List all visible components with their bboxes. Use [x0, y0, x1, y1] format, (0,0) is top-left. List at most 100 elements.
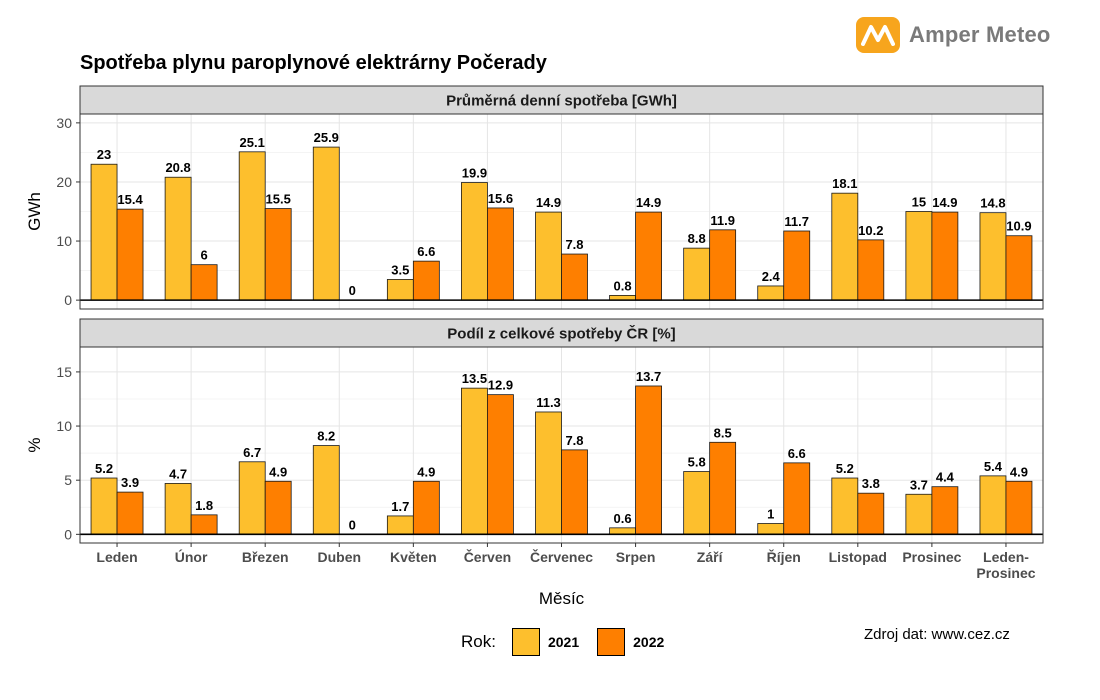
- bar: [487, 207, 514, 301]
- legend-key-2021: [511, 628, 540, 656]
- bar: [683, 471, 711, 535]
- data-label: 4.4: [936, 470, 955, 485]
- bar: [461, 387, 488, 535]
- panel-title: Průměrná denní spotřeba [GWh]: [446, 93, 677, 110]
- data-label: 11.9: [710, 213, 735, 228]
- bar: [561, 449, 588, 535]
- panel-border: [79, 113, 1044, 310]
- bar: [757, 523, 785, 535]
- data-label: 15.5: [266, 192, 291, 207]
- y-tick-label: 10: [56, 233, 72, 249]
- bar: [635, 385, 662, 535]
- y-tick-label: 30: [56, 115, 72, 131]
- bar: [116, 208, 144, 301]
- source-note: Zdroj dat: www.cez.cz: [864, 626, 1010, 643]
- data-label: 14.8: [980, 196, 1005, 211]
- panel-strip: [79, 318, 1044, 348]
- bar: [312, 445, 340, 535]
- legend-title: Rok:: [461, 632, 496, 651]
- panel-title: Podíl z celkové spotřeby ČR [%]: [447, 325, 675, 343]
- data-label: 0: [349, 283, 356, 298]
- x-tick-label: Duben: [317, 549, 361, 565]
- x-tick-label: Červenec: [530, 548, 593, 565]
- data-label: 6.6: [417, 244, 435, 259]
- data-label: 10.2: [858, 223, 883, 238]
- data-label: 10.9: [1006, 219, 1031, 234]
- bar: [979, 475, 1007, 535]
- panel-strip: [79, 85, 1044, 115]
- data-label: 15.6: [488, 191, 513, 206]
- data-label: 1: [767, 507, 774, 522]
- bar: [831, 192, 859, 301]
- data-label: 25.1: [240, 135, 265, 150]
- bar: [709, 441, 737, 535]
- y-tick-label: 20: [56, 174, 72, 190]
- brand-logo: Amper Meteo: [856, 17, 1051, 53]
- y-tick-label: 10: [56, 418, 72, 434]
- legend: Rok: 2021 2022: [461, 628, 682, 656]
- data-label: 5.8: [688, 455, 706, 470]
- data-label: 14.9: [932, 195, 957, 210]
- data-label: 15.4: [117, 192, 143, 207]
- data-label: 2.4: [762, 269, 781, 284]
- y-axis-label: %: [25, 437, 44, 452]
- data-label: 19.9: [462, 166, 487, 181]
- data-label: 25.9: [314, 130, 339, 145]
- bar: [931, 211, 959, 301]
- data-label: 5.4: [984, 459, 1003, 474]
- bar: [931, 486, 959, 535]
- bar: [561, 253, 588, 301]
- bar: [164, 176, 192, 301]
- bar: [164, 483, 192, 535]
- bar: [683, 247, 711, 301]
- bar: [190, 264, 218, 301]
- bar: [461, 182, 488, 301]
- bar: [386, 279, 414, 301]
- data-label: 1.7: [391, 499, 409, 514]
- x-tick-label: Březen: [242, 549, 289, 565]
- bar: [857, 239, 885, 301]
- data-label: 13.5: [462, 371, 487, 386]
- x-tick-label: Srpen: [616, 549, 656, 565]
- data-label: 6: [200, 248, 207, 263]
- bar: [1005, 480, 1033, 535]
- x-tick-label: Leden: [96, 549, 137, 565]
- bar: [264, 208, 292, 301]
- x-tick-label: Říjen: [767, 548, 801, 565]
- bar: [857, 492, 885, 535]
- data-label: 6.6: [788, 446, 806, 461]
- x-tick-label: Květen: [390, 549, 437, 565]
- brand-name: Amper Meteo: [909, 22, 1051, 47]
- bar: [609, 527, 636, 535]
- bar: [264, 480, 292, 535]
- bar: [412, 480, 440, 535]
- data-label: 0.6: [614, 511, 632, 526]
- bar: [979, 212, 1007, 301]
- bar: [831, 477, 859, 535]
- x-tick-label: Únor: [175, 548, 208, 565]
- bar: [116, 491, 144, 535]
- data-label: 5.2: [836, 461, 854, 476]
- x-tick-label: Leden-: [983, 549, 1029, 565]
- data-label: 0: [349, 517, 356, 532]
- data-label: 8.8: [688, 231, 706, 246]
- bar: [905, 493, 933, 535]
- x-axis-label: Měsíc: [539, 589, 585, 608]
- data-label: 4.9: [417, 464, 435, 479]
- data-label: 3.5: [391, 262, 409, 277]
- bar: [535, 411, 562, 535]
- data-label: 4.9: [1010, 464, 1028, 479]
- bar: [709, 229, 737, 301]
- data-label: 6.7: [243, 445, 261, 460]
- data-label: 4.7: [169, 466, 187, 481]
- data-label: 11.7: [784, 214, 809, 229]
- data-label: 3.7: [910, 477, 928, 492]
- bar: [312, 146, 340, 301]
- data-label: 8.2: [317, 429, 335, 444]
- bar: [535, 211, 562, 301]
- x-tick-label: Prosinec: [902, 549, 961, 565]
- bar: [190, 514, 218, 535]
- bar: [783, 230, 811, 301]
- y-tick-label: 15: [56, 364, 72, 380]
- bar: [238, 461, 266, 535]
